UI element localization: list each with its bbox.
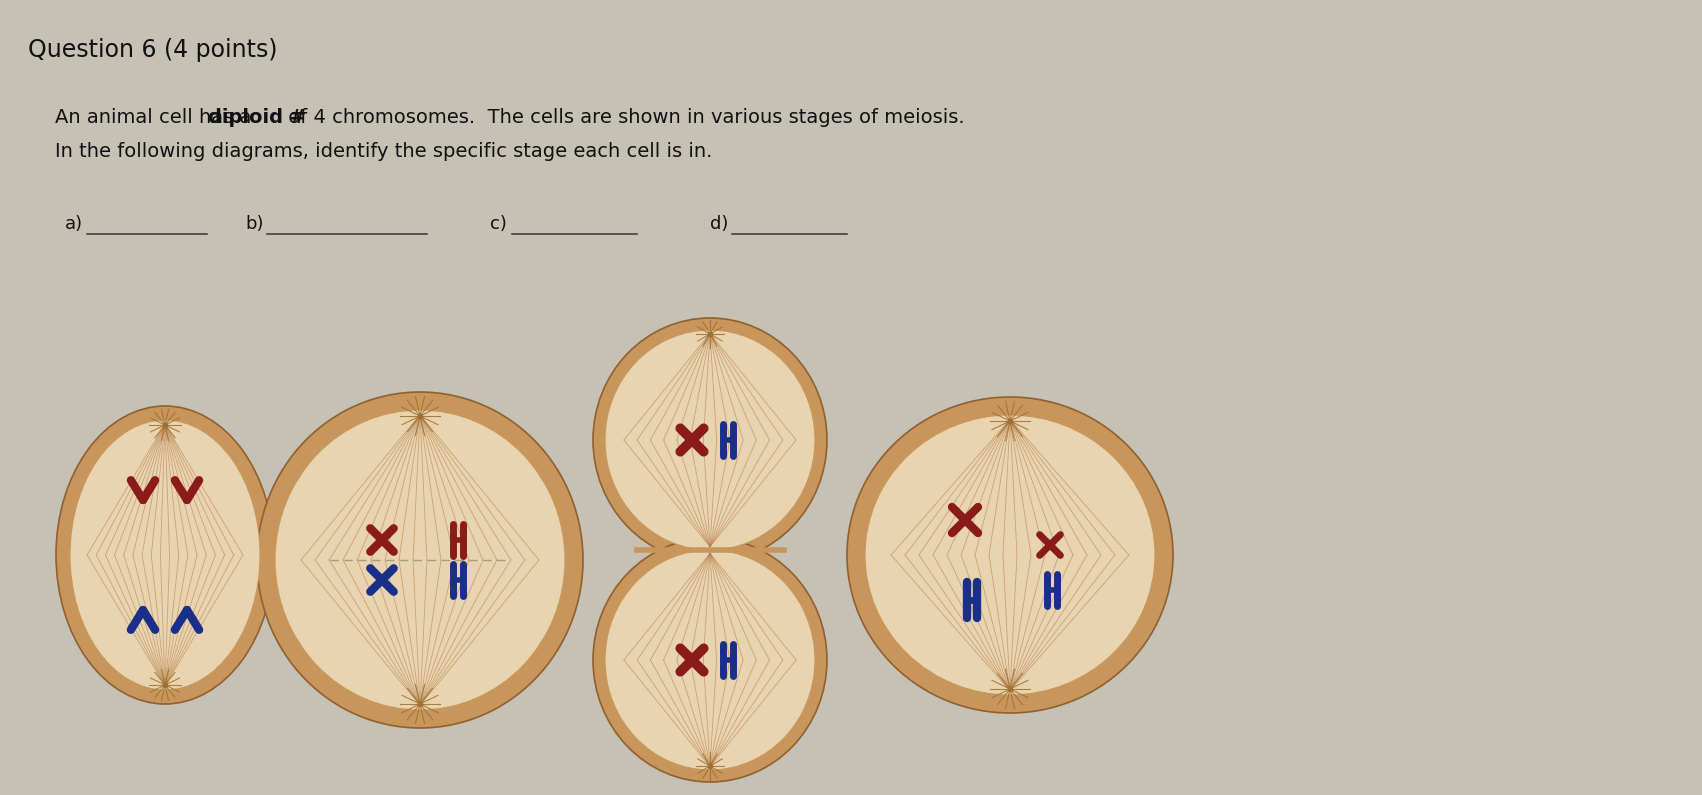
Ellipse shape (70, 420, 260, 690)
Ellipse shape (848, 397, 1173, 713)
Ellipse shape (592, 538, 827, 782)
Ellipse shape (276, 410, 565, 710)
Text: b): b) (245, 215, 264, 233)
Text: An animal cell has a: An animal cell has a (54, 108, 257, 127)
Ellipse shape (592, 318, 827, 562)
Text: a): a) (65, 215, 83, 233)
Text: In the following diagrams, identify the specific stage each cell is in.: In the following diagrams, identify the … (54, 142, 713, 161)
Text: Question 6 (4 points): Question 6 (4 points) (27, 38, 277, 62)
Text: c): c) (490, 215, 507, 233)
Text: diploid #: diploid # (208, 108, 306, 127)
Text: of 4 chromosomes.  The cells are shown in various stages of meiosis.: of 4 chromosomes. The cells are shown in… (283, 108, 965, 127)
Ellipse shape (604, 330, 815, 550)
Ellipse shape (865, 415, 1156, 695)
Ellipse shape (604, 550, 815, 770)
Ellipse shape (56, 406, 274, 704)
Text: d): d) (710, 215, 728, 233)
Ellipse shape (257, 392, 584, 728)
